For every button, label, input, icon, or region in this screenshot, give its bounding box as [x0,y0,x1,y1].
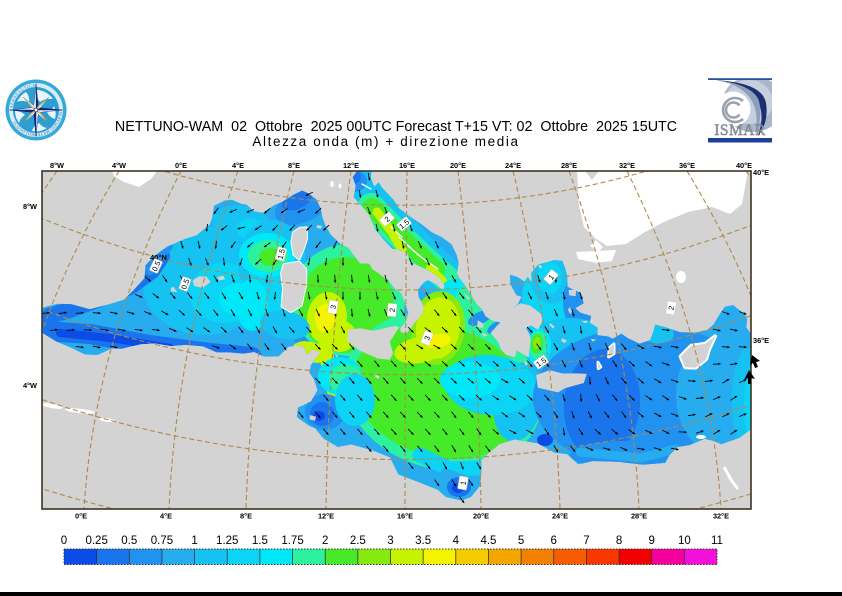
svg-text:1: 1 [546,273,556,282]
svg-text:1.75: 1.75 [281,535,303,547]
svg-text:28°E: 28°E [561,161,577,170]
svg-text:2: 2 [667,305,677,311]
svg-text:8°E: 8°E [240,512,252,521]
svg-text:0.5: 0.5 [150,259,163,272]
svg-text:4°W: 4°W [112,161,126,170]
svg-text:0: 0 [61,535,67,547]
svg-text:24°E: 24°E [552,512,568,521]
svg-text:3: 3 [387,535,393,547]
svg-text:16°E: 16°E [397,512,413,521]
svg-text:0.5: 0.5 [121,535,137,547]
svg-text:5: 5 [518,535,524,547]
svg-text:4.5: 4.5 [480,535,496,547]
svg-text:3.5: 3.5 [415,535,431,547]
svg-text:2.5: 2.5 [350,535,366,547]
svg-text:6: 6 [551,535,557,547]
svg-text:0°E: 0°E [175,161,187,170]
svg-text:32°E: 32°E [713,512,729,521]
svg-text:9: 9 [648,535,654,547]
svg-text:0°E: 0°E [75,512,87,521]
svg-text:0.75: 0.75 [151,535,173,547]
svg-text:4°E: 4°E [160,512,172,521]
svg-text:12°E: 12°E [343,161,359,170]
svg-text:16°E: 16°E [399,161,415,170]
svg-text:24°E: 24°E [505,161,521,170]
svg-text:32°E: 32°E [619,161,635,170]
svg-text:1.5: 1.5 [276,248,287,260]
svg-text:7: 7 [583,535,589,547]
svg-text:2: 2 [388,308,397,313]
svg-text:1.25: 1.25 [216,535,238,547]
svg-text:4°W: 4°W [23,381,37,390]
svg-text:20°E: 20°E [473,512,489,521]
svg-text:10: 10 [678,535,691,547]
svg-text:1.5: 1.5 [252,535,268,547]
svg-text:36°E: 36°E [679,161,695,170]
svg-text:36°E: 36°E [753,336,769,345]
svg-text:8°W: 8°W [23,202,37,211]
svg-text:ISMAR: ISMAR [714,122,766,139]
svg-text:11: 11 [711,535,723,547]
svg-text:40°E: 40°E [753,168,769,177]
svg-text:8°W: 8°W [50,161,64,170]
svg-text:12°E: 12°E [318,512,334,521]
svg-text:2: 2 [383,214,392,224]
svg-text:0.25: 0.25 [85,535,107,547]
svg-text:2: 2 [322,535,328,547]
svg-text:20°E: 20°E [450,161,466,170]
svg-text:3: 3 [329,304,339,310]
svg-text:1: 1 [459,480,469,486]
svg-text:8: 8 [616,535,622,547]
svg-text:4: 4 [453,535,460,547]
svg-text:28°E: 28°E [631,512,647,521]
svg-text:4°E: 4°E [232,161,244,170]
svg-text:40°E: 40°E [736,161,752,170]
svg-text:1: 1 [191,535,197,547]
svg-text:0.5: 0.5 [179,278,191,291]
svg-text:8°E: 8°E [288,161,300,170]
svg-text:40°N: 40°N [150,253,167,262]
svg-text:3: 3 [422,335,432,342]
